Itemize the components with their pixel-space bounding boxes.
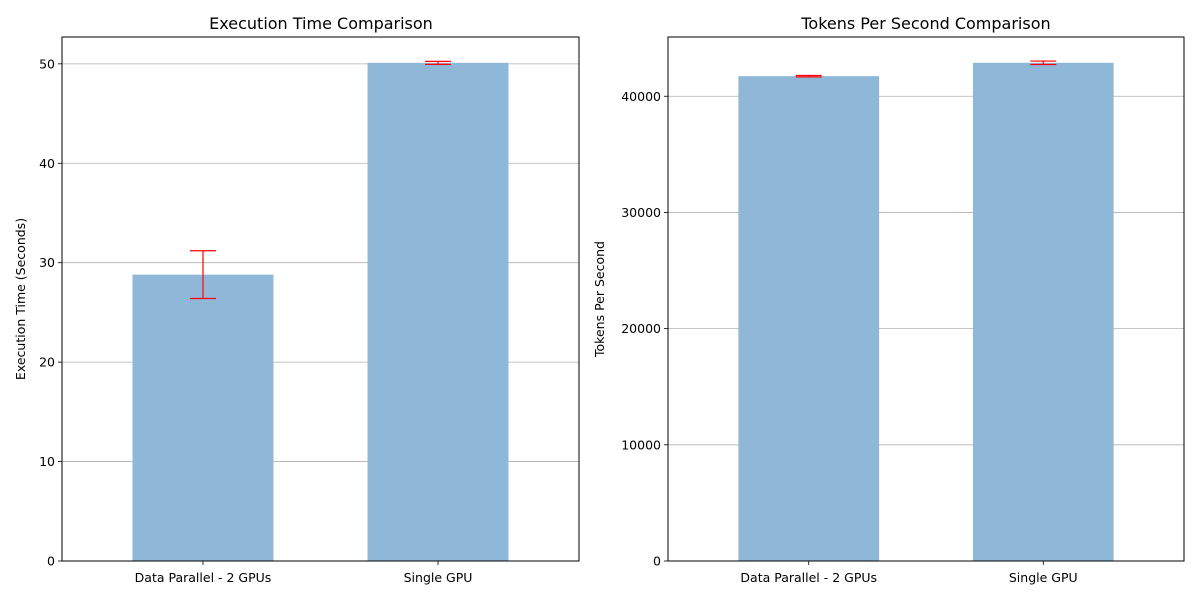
- y-tick-label: 40000: [621, 89, 661, 104]
- y-axis-label: Execution Time (Seconds): [13, 218, 28, 380]
- chart-execution-time: Execution Time Comparison Execution Time…: [13, 14, 580, 585]
- y-tick-label: 10000: [621, 437, 661, 452]
- bar: [738, 76, 880, 561]
- y-tick-label: 30: [39, 255, 55, 270]
- x-tick-label: Single GPU: [1009, 570, 1078, 585]
- chart-title: Tokens Per Second Comparison: [800, 14, 1050, 33]
- bar: [367, 62, 509, 562]
- bar: [132, 274, 274, 561]
- x-ticks: Data Parallel - 2 GPUs Single GPU: [135, 561, 473, 585]
- error-bars: [190, 60, 451, 300]
- bar: [972, 62, 1114, 562]
- y-tick-label: 0: [47, 554, 55, 569]
- y-ticks: 0 10 20 30 40 50: [39, 56, 62, 569]
- x-ticks: Data Parallel - 2 GPUs Single GPU: [740, 561, 1078, 585]
- x-tick-label: Data Parallel - 2 GPUs: [135, 570, 272, 585]
- x-tick-label: Single GPU: [404, 570, 473, 585]
- error-bars: [795, 60, 1057, 78]
- plot-frame: [667, 36, 1185, 562]
- y-tick-label: 30000: [621, 205, 661, 220]
- y-axis-label: Tokens Per Second: [592, 241, 607, 358]
- bars: [132, 62, 509, 562]
- bars: [738, 62, 1114, 562]
- y-tick-label: 50: [39, 56, 55, 71]
- y-ticks: 0 10000 20000 30000 40000: [621, 89, 668, 569]
- x-tick-label: Data Parallel - 2 GPUs: [740, 570, 877, 585]
- y-tick-label: 20000: [621, 321, 661, 336]
- plot-frame: [61, 36, 580, 562]
- y-tick-label: 20: [39, 355, 55, 370]
- chart-title: Execution Time Comparison: [209, 14, 433, 33]
- chart-tokens-per-second: Tokens Per Second Comparison Tokens Per …: [592, 14, 1185, 585]
- y-tick-label: 0: [653, 554, 661, 569]
- y-tick-label: 10: [39, 454, 55, 469]
- y-tick-label: 40: [39, 156, 55, 171]
